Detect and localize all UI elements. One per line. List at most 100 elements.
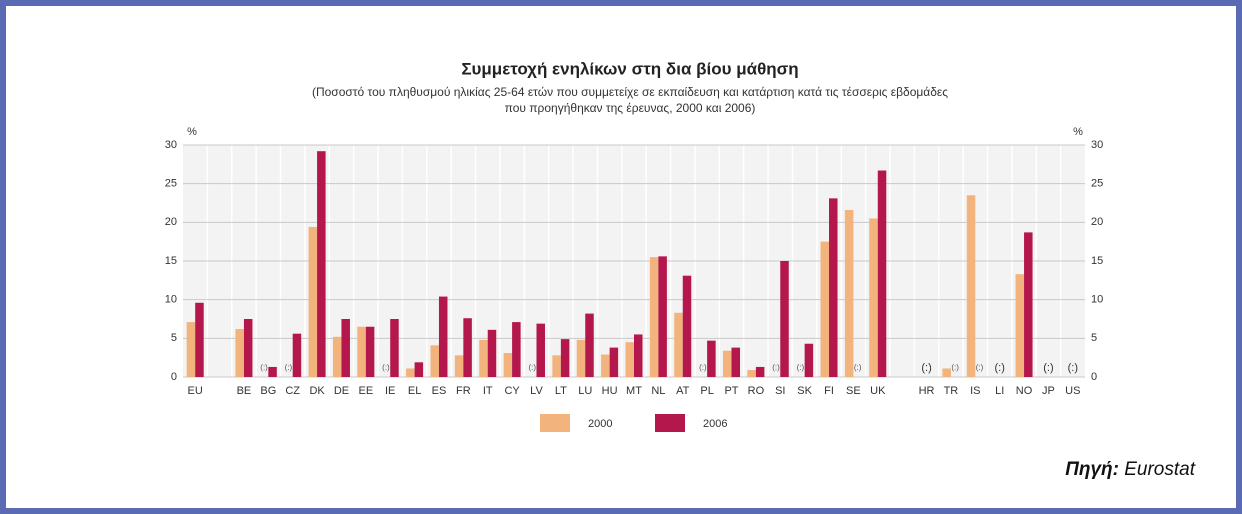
x-tick-label: LI <box>995 385 1004 397</box>
y-tick-label: 30 <box>165 139 177 151</box>
x-tick-label: DK <box>309 385 325 397</box>
bar <box>341 319 350 377</box>
chart-title: Συμμετοχή ενηλίκων στη δια βίου μάθηση <box>461 59 798 78</box>
bar <box>820 241 830 377</box>
y2-tick-label: 30 <box>1091 139 1103 151</box>
bar <box>365 326 375 377</box>
bar <box>503 353 513 377</box>
bar <box>658 256 667 377</box>
x-tick-label: SI <box>775 385 785 397</box>
bar <box>682 275 692 377</box>
value-label: (:) <box>528 363 536 372</box>
bar <box>601 354 610 377</box>
legend-swatch <box>655 414 685 432</box>
bar <box>1024 232 1033 377</box>
x-tick-label: DE <box>334 385 349 397</box>
bar <box>308 226 318 377</box>
x-tick-label: ES <box>432 385 447 397</box>
x-tick-label: TR <box>944 385 959 397</box>
x-tick-label: BG <box>260 385 276 397</box>
x-tick-label: LT <box>555 385 567 397</box>
bar <box>707 340 716 377</box>
y-tick-label: 10 <box>165 294 177 306</box>
bar <box>438 296 448 377</box>
bar <box>844 209 854 377</box>
x-tick-label: EE <box>358 385 373 397</box>
value-label: (:) <box>921 362 931 374</box>
bar <box>186 322 196 377</box>
bar <box>454 355 464 377</box>
bar <box>747 370 756 377</box>
x-tick-label: NL <box>651 385 665 397</box>
y2-tick-label: 15 <box>1091 255 1103 267</box>
value-label: (:) <box>951 363 959 372</box>
legend-label: 2006 <box>703 418 727 430</box>
bar <box>829 198 838 377</box>
x-tick-label: SK <box>797 385 812 397</box>
bar <box>723 350 732 377</box>
value-label: (:) <box>382 363 390 372</box>
bar <box>414 362 424 377</box>
bar <box>317 151 326 377</box>
bar <box>292 333 302 377</box>
x-tick-label: JP <box>1042 385 1055 397</box>
x-tick-label: CZ <box>285 385 300 397</box>
value-label: (:) <box>797 363 805 372</box>
bar <box>195 302 204 377</box>
y-tick-label: 0 <box>171 371 177 383</box>
x-tick-label: LU <box>578 385 592 397</box>
value-label: (:) <box>976 363 984 372</box>
y-tick-label: 15 <box>165 255 177 267</box>
y2-tick-label: 5 <box>1091 332 1097 344</box>
y-axis-label: % <box>187 126 197 138</box>
legend-label: 2000 <box>588 418 612 430</box>
bar <box>585 313 594 377</box>
bar <box>430 345 439 377</box>
value-label: (:) <box>1068 362 1078 374</box>
value-label: (:) <box>285 363 293 372</box>
value-label: (:) <box>260 363 268 372</box>
value-label: (:) <box>994 362 1004 374</box>
bar <box>512 322 521 377</box>
value-label: (:) <box>772 363 780 372</box>
bar <box>649 257 659 377</box>
x-tick-label: PT <box>724 385 738 397</box>
x-tick-label: PL <box>700 385 713 397</box>
source: Πηγή: Eurostat <box>1065 459 1196 480</box>
bar <box>576 339 586 377</box>
y2-tick-label: 10 <box>1091 294 1103 306</box>
value-label: (:) <box>699 363 707 372</box>
source-label: Πηγή: <box>1065 459 1119 480</box>
x-tick-label: CY <box>504 385 520 397</box>
bar <box>390 319 399 377</box>
y2-tick-label: 25 <box>1091 178 1103 190</box>
bar <box>804 343 814 377</box>
bar <box>625 342 634 377</box>
bar <box>552 355 561 377</box>
x-tick-label: HR <box>919 385 935 397</box>
x-tick-label: RO <box>748 385 765 397</box>
x-tick-label: BE <box>237 385 252 397</box>
x-tick-label: UK <box>870 385 886 397</box>
x-tick-label: MT <box>626 385 642 397</box>
bar <box>243 319 253 377</box>
bar <box>268 366 277 377</box>
y-tick-label: 25 <box>165 178 177 190</box>
bar <box>780 261 789 377</box>
bar <box>674 312 683 377</box>
subtitle: (Ποσοστό του πληθυσμού ηλικίας 25-64 ετώ… <box>312 85 948 99</box>
x-tick-label: NO <box>1016 385 1033 397</box>
bar <box>942 368 951 377</box>
bar <box>487 329 497 377</box>
bar <box>536 323 545 377</box>
bar <box>731 347 741 377</box>
x-tick-label: FR <box>456 385 471 397</box>
x-tick-label: EL <box>408 385 421 397</box>
x-tick-label: LV <box>530 385 543 397</box>
bar <box>966 195 976 377</box>
legend-swatch <box>540 414 570 432</box>
y-tick-label: 20 <box>165 216 177 228</box>
x-tick-label: EU <box>188 385 203 397</box>
bar <box>560 339 570 377</box>
